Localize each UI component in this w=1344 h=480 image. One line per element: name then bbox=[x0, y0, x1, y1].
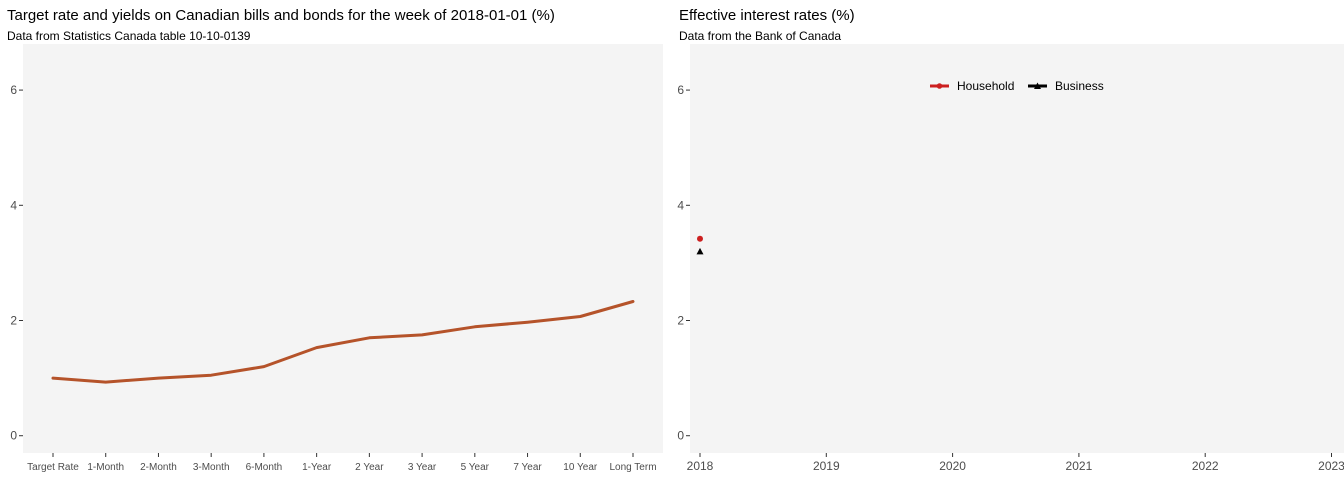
business-legend-marker bbox=[1034, 82, 1041, 89]
right-y-tick-label: 4 bbox=[677, 198, 684, 212]
right-y-tick-label: 2 bbox=[677, 314, 684, 328]
right-x-tick-label: 2019 bbox=[813, 459, 840, 473]
right-y-tick-label: 6 bbox=[677, 83, 684, 97]
right-x-tick-label: 2021 bbox=[1066, 459, 1093, 473]
household-legend-label: Household bbox=[957, 79, 1014, 93]
right-x-tick-label: 2022 bbox=[1192, 459, 1219, 473]
left-x-tick-label: 1-Month bbox=[87, 462, 124, 473]
business-legend-label: Business bbox=[1055, 79, 1104, 93]
left-y-tick-label: 4 bbox=[10, 198, 17, 212]
left-x-tick-label: 10 Year bbox=[563, 462, 598, 473]
left-x-tick-label: 3-Month bbox=[193, 462, 230, 473]
left-y-tick-label: 6 bbox=[10, 83, 17, 97]
left-x-tick-label: 2 Year bbox=[355, 462, 384, 473]
left-x-tick-label: 3 Year bbox=[408, 462, 437, 473]
left-chart-subtitle: Data from Statistics Canada table 10-10-… bbox=[7, 29, 251, 43]
right-plot-panel bbox=[690, 44, 1344, 453]
yield-curve-line bbox=[51, 300, 635, 384]
right-x-tick-label: 2020 bbox=[939, 459, 966, 473]
left-x-tick-label: 5 Year bbox=[461, 462, 490, 473]
left-x-tick-label: Long Term bbox=[609, 462, 656, 473]
right-x-tick-label: 2023 bbox=[1318, 459, 1344, 473]
business-rate-point bbox=[696, 247, 704, 255]
left-y-tick-label: 2 bbox=[10, 314, 17, 328]
household-rate-point bbox=[697, 235, 703, 242]
left-x-tick-label: 7 Year bbox=[513, 462, 542, 473]
left-y-tick-label: 0 bbox=[10, 429, 17, 443]
left-x-tick-label: Target Rate bbox=[27, 462, 79, 473]
right-chart-title: Effective interest rates (%) bbox=[679, 7, 855, 24]
left-chart-title: Target rate and yields on Canadian bills… bbox=[7, 7, 555, 24]
right-x-tick-label: 2018 bbox=[687, 459, 714, 473]
household-legend-marker bbox=[936, 83, 943, 89]
left-plot-panel bbox=[23, 44, 663, 453]
left-x-tick-label: 6-Month bbox=[246, 462, 283, 473]
right-y-tick-label: 0 bbox=[677, 429, 684, 443]
right-chart-subtitle: Data from the Bank of Canada bbox=[679, 29, 842, 43]
left-x-tick-label: 1-Year bbox=[302, 462, 332, 473]
left-x-tick-label: 2-Month bbox=[140, 462, 177, 473]
